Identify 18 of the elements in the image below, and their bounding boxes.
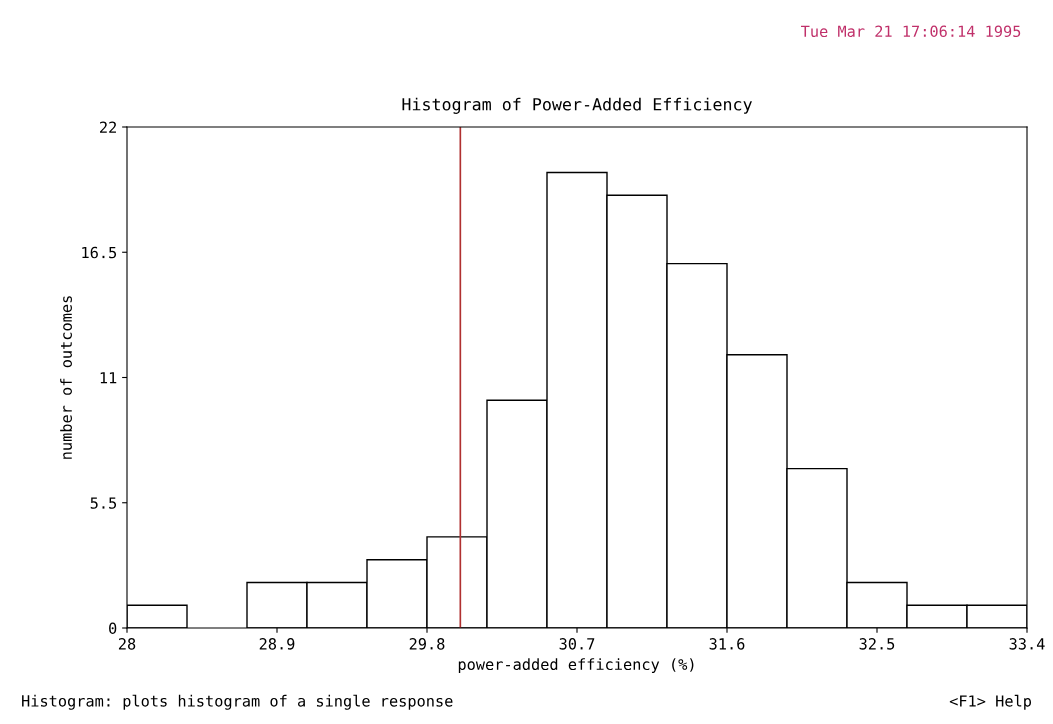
chart-title: Histogram of Power-Added Efficiency <box>402 97 752 114</box>
y-tick-label: 5.5 <box>90 497 117 509</box>
text: <F1> Help <box>949 694 1032 710</box>
x-tick-label: 28 <box>118 638 136 650</box>
x-tick-label: 29.8 <box>409 638 445 650</box>
y-axis-title: number of outcomes <box>60 296 72 459</box>
y-tick-label: 22 <box>100 121 116 133</box>
x-tick-label: 33.4 <box>1009 638 1045 650</box>
y-tick-label: 11 <box>100 372 117 384</box>
x-tick-label: 28.9 <box>259 638 295 650</box>
x-tick-label: 30.7 <box>559 638 595 650</box>
y-tick-label: 16.5 <box>82 246 117 259</box>
x-tick-label: 31.6 <box>709 638 745 650</box>
y-tick-label: 0 <box>109 622 117 635</box>
text: Tue Mar 21 17:06:14 1995 <box>801 25 1021 38</box>
x-axis-title: power-added efficiency (%) <box>458 658 694 674</box>
text: Histogram: plots histogram of a single response <box>22 694 453 710</box>
x-tick-label: 32.5 <box>859 638 895 650</box>
